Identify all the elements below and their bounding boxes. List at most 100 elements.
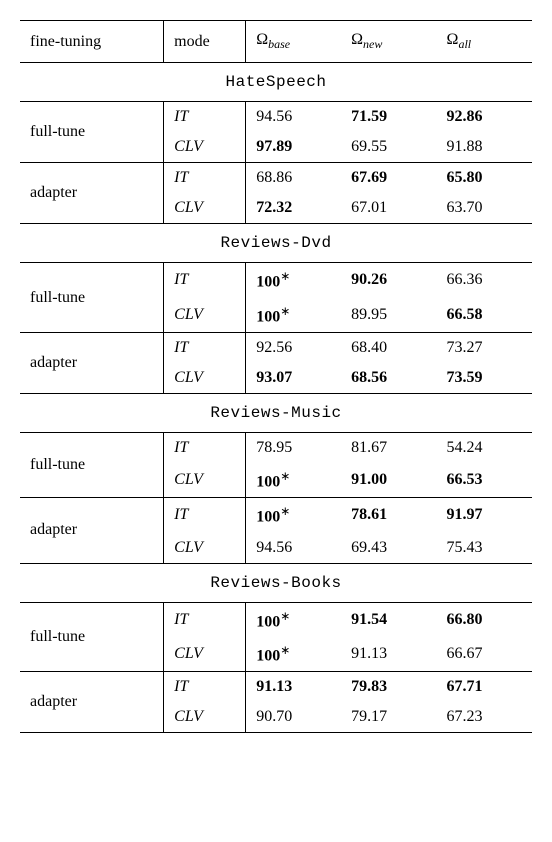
mode-cell: CLV xyxy=(164,363,246,394)
value-cell-base: 94.56 xyxy=(246,533,341,564)
omega-sub: base xyxy=(268,37,290,51)
value-cell-new: 91.54 xyxy=(341,602,436,637)
value-cell-all: 66.80 xyxy=(437,602,532,637)
mode-cell: IT xyxy=(164,602,246,637)
value-cell-base: 100∗ xyxy=(246,498,341,533)
section-header-row: Reviews-Books xyxy=(20,563,532,602)
fine-tuning-cell: adapter xyxy=(20,498,164,563)
value-cell-new: 78.61 xyxy=(341,498,436,533)
value-cell-new: 79.83 xyxy=(341,672,436,703)
value-cell-new: 68.40 xyxy=(341,332,436,363)
fine-tuning-cell: full-tune xyxy=(20,263,164,333)
value-cell-base: 90.70 xyxy=(246,702,341,733)
fine-tuning-cell: full-tune xyxy=(20,102,164,163)
mode-cell: CLV xyxy=(164,463,246,498)
value-cell-all: 65.80 xyxy=(437,163,532,194)
fine-tuning-cell: adapter xyxy=(20,332,164,393)
section-header-row: HateSpeech xyxy=(20,63,532,102)
value-cell-new: 69.43 xyxy=(341,533,436,564)
value-cell-base: 91.13 xyxy=(246,672,341,703)
table-row: full-tuneIT78.9581.6754.24 xyxy=(20,432,532,463)
table-row: adapterIT92.5668.4073.27 xyxy=(20,332,532,363)
value-cell-base: 93.07 xyxy=(246,363,341,394)
mode-cell: IT xyxy=(164,432,246,463)
value-cell-new: 81.67 xyxy=(341,432,436,463)
value-cell-all: 66.36 xyxy=(437,263,532,298)
value-cell-base: 92.56 xyxy=(246,332,341,363)
value-cell-all: 63.70 xyxy=(437,193,532,224)
value-cell-base: 72.32 xyxy=(246,193,341,224)
value-cell-all: 73.27 xyxy=(437,332,532,363)
value-cell-all: 91.88 xyxy=(437,132,532,163)
value-cell-new: 67.01 xyxy=(341,193,436,224)
col-header-omega-base: Ωbase xyxy=(246,21,341,63)
value-cell-base: 94.56 xyxy=(246,102,341,133)
col-header-omega-new: Ωnew xyxy=(341,21,436,63)
value-cell-all: 66.53 xyxy=(437,463,532,498)
value-cell-all: 75.43 xyxy=(437,533,532,564)
value-cell-all: 66.58 xyxy=(437,298,532,333)
section-header-row: Reviews-Dvd xyxy=(20,224,532,263)
value-cell-new: 69.55 xyxy=(341,132,436,163)
omega-symbol: Ω xyxy=(256,31,268,48)
table-row: full-tuneIT100∗90.2666.36 xyxy=(20,263,532,298)
value-cell-base: 100∗ xyxy=(246,637,341,672)
value-cell-new: 89.95 xyxy=(341,298,436,333)
value-cell-all: 92.86 xyxy=(437,102,532,133)
mode-cell: CLV xyxy=(164,533,246,564)
value-cell-new: 91.00 xyxy=(341,463,436,498)
value-cell-base: 78.95 xyxy=(246,432,341,463)
fine-tuning-cell: adapter xyxy=(20,163,164,224)
value-cell-new: 79.17 xyxy=(341,702,436,733)
value-cell-base: 68.86 xyxy=(246,163,341,194)
col-header-fine-tuning: fine-tuning xyxy=(20,21,164,63)
mode-cell: CLV xyxy=(164,132,246,163)
section-title: HateSpeech xyxy=(20,63,532,102)
value-cell-base: 100∗ xyxy=(246,602,341,637)
omega-sub: new xyxy=(363,37,382,51)
table-header-row: fine-tuning mode Ωbase Ωnew Ωall xyxy=(20,21,532,63)
col-header-mode: mode xyxy=(164,21,246,63)
omega-symbol: Ω xyxy=(351,31,363,48)
mode-cell: CLV xyxy=(164,193,246,224)
fine-tuning-cell: adapter xyxy=(20,672,164,733)
mode-cell: CLV xyxy=(164,298,246,333)
value-cell-all: 54.24 xyxy=(437,432,532,463)
value-cell-all: 73.59 xyxy=(437,363,532,394)
value-cell-base: 100∗ xyxy=(246,463,341,498)
value-cell-new: 90.26 xyxy=(341,263,436,298)
omega-sub: all xyxy=(458,37,471,51)
mode-cell: CLV xyxy=(164,637,246,672)
fine-tuning-cell: full-tune xyxy=(20,602,164,672)
table-row: adapterIT91.1379.8367.71 xyxy=(20,672,532,703)
value-cell-all: 67.71 xyxy=(437,672,532,703)
value-cell-new: 68.56 xyxy=(341,363,436,394)
mode-cell: IT xyxy=(164,672,246,703)
value-cell-base: 100∗ xyxy=(246,263,341,298)
value-cell-all: 91.97 xyxy=(437,498,532,533)
value-cell-new: 67.69 xyxy=(341,163,436,194)
col-header-omega-all: Ωall xyxy=(437,21,532,63)
mode-cell: IT xyxy=(164,332,246,363)
value-cell-base: 97.89 xyxy=(246,132,341,163)
mode-cell: IT xyxy=(164,263,246,298)
section-title: Reviews-Dvd xyxy=(20,224,532,263)
omega-symbol: Ω xyxy=(447,31,459,48)
section-header-row: Reviews-Music xyxy=(20,393,532,432)
table-row: full-tuneIT100∗91.5466.80 xyxy=(20,602,532,637)
value-cell-new: 91.13 xyxy=(341,637,436,672)
mode-cell: IT xyxy=(164,102,246,133)
fine-tuning-cell: full-tune xyxy=(20,432,164,497)
table-row: full-tuneIT94.5671.5992.86 xyxy=(20,102,532,133)
table-row: adapterIT68.8667.6965.80 xyxy=(20,163,532,194)
results-table: fine-tuning mode Ωbase Ωnew Ωall HateSpe… xyxy=(20,20,532,733)
section-title: Reviews-Music xyxy=(20,393,532,432)
mode-cell: IT xyxy=(164,498,246,533)
value-cell-new: 71.59 xyxy=(341,102,436,133)
value-cell-all: 66.67 xyxy=(437,637,532,672)
table-row: adapterIT100∗78.6191.97 xyxy=(20,498,532,533)
mode-cell: IT xyxy=(164,163,246,194)
value-cell-all: 67.23 xyxy=(437,702,532,733)
section-title: Reviews-Books xyxy=(20,563,532,602)
mode-cell: CLV xyxy=(164,702,246,733)
